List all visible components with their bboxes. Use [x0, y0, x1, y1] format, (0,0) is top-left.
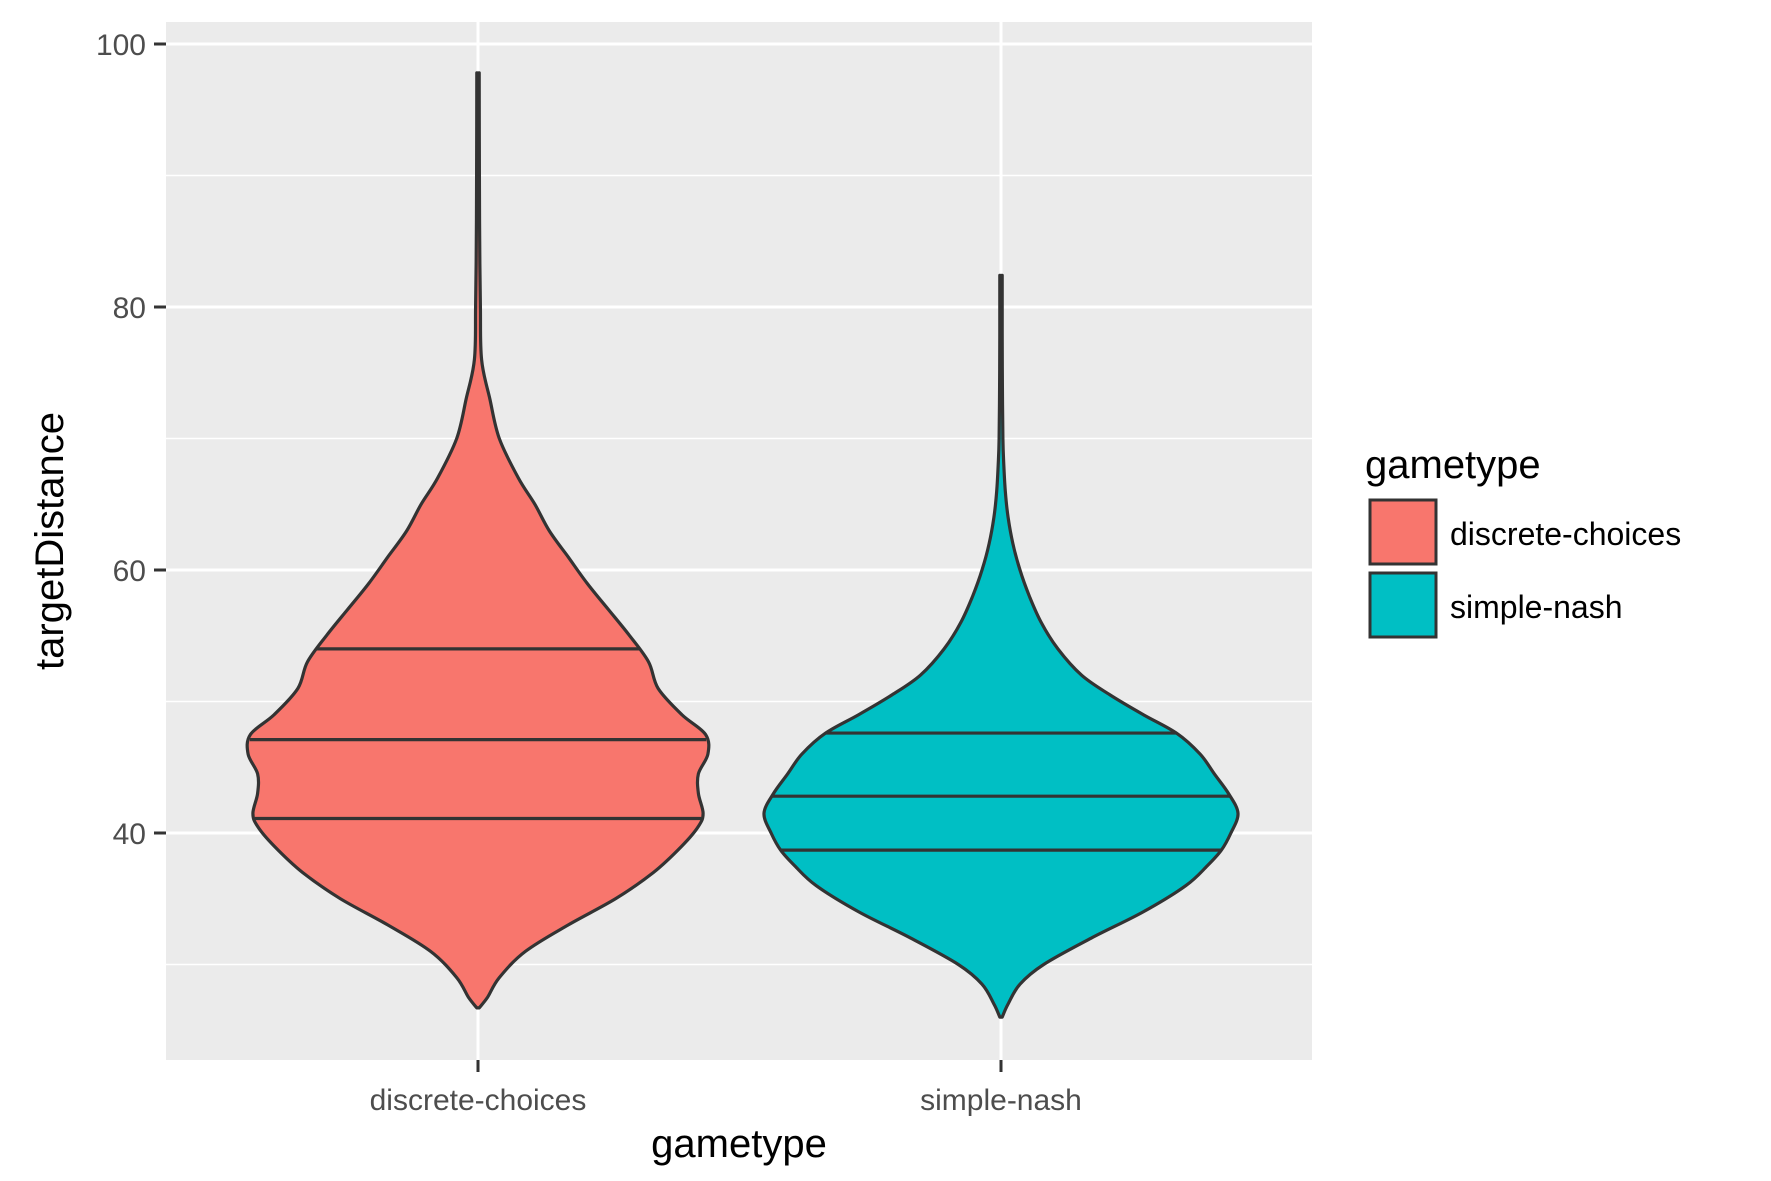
y-tick-label: 80: [113, 292, 146, 325]
y-axis-title: targetDistance: [28, 412, 72, 670]
legend-title: gametype: [1365, 443, 1541, 487]
y-tick-label: 100: [96, 29, 146, 62]
violin-discrete-choices: [245, 71, 711, 1010]
x-tick-label: simple-nash: [920, 1084, 1082, 1117]
x-tick-label: discrete-choices: [370, 1084, 587, 1117]
y-tick-label: 40: [113, 818, 146, 851]
legend-key-discrete-choices: [1368, 498, 1438, 566]
legend: gametype discrete-choices simple-nash: [1365, 443, 1681, 639]
violin-simple-nash: [762, 273, 1240, 1019]
legend-key-simple-nash: [1368, 571, 1438, 639]
x-axis: discrete-choices simple-nash: [370, 1060, 1082, 1117]
legend-label-simple-nash: simple-nash: [1450, 589, 1623, 625]
violins: [245, 71, 1240, 1019]
x-axis-title: gametype: [651, 1122, 827, 1166]
legend-label-discrete-choices: discrete-choices: [1450, 516, 1681, 552]
y-tick-label: 60: [113, 555, 146, 588]
y-axis: 40 60 80 100: [96, 29, 166, 851]
